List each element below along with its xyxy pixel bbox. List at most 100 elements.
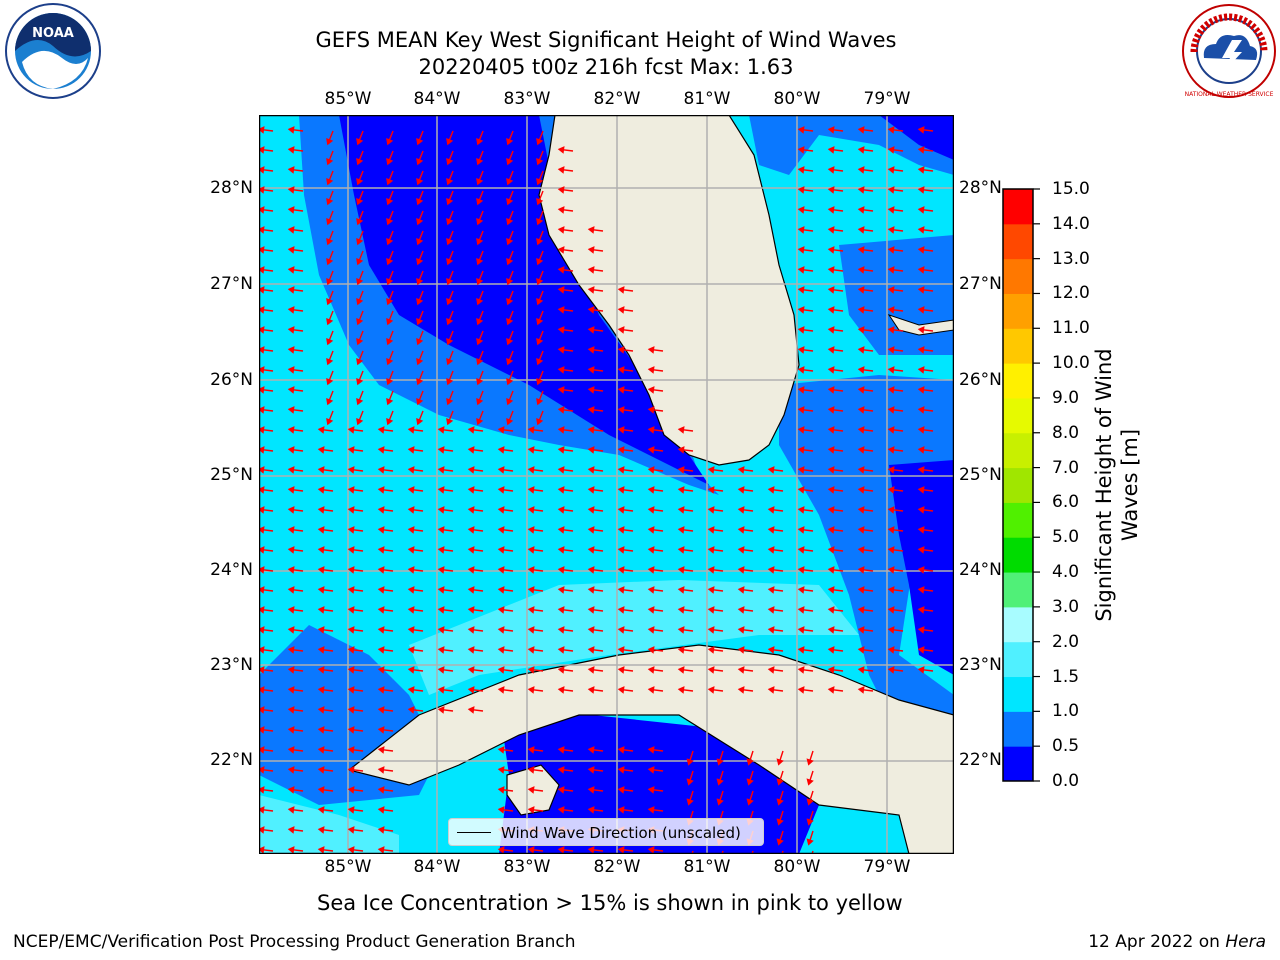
lon-label-top: 81°W [683,89,731,109]
wind-wave-arrowhead [857,166,865,174]
wind-wave-arrowhead [857,126,865,134]
wind-wave-arrowhead [536,277,544,286]
wind-wave-arrowhead [259,726,265,734]
wind-wave-arrowhead [317,506,325,514]
wind-wave-arrowhead [317,546,325,554]
wind-wave-arrowhead [467,626,475,634]
wind-wave-arrowhead [617,766,625,774]
wind-wave-arrowhead [476,297,484,306]
wind-wave-arrowhead [259,846,265,854]
wind-wave-arrowhead [287,826,295,834]
colorbar-swatch [1003,537,1033,573]
lat-label-right: 26°N [959,370,1002,390]
wind-wave-arrowhead [476,317,484,326]
wind-wave-arrowhead [827,466,835,474]
wind-wave-arrowhead [797,226,805,234]
wind-wave-arrowhead [827,306,835,314]
wind-wave-arrowhead [857,586,865,594]
wind-wave-arrowhead [407,606,415,614]
wind-wave-arrowhead [356,337,364,346]
wind-wave-arrowhead [287,326,295,334]
wind-wave-arrowhead [617,846,625,854]
wind-wave-arrowhead [467,646,475,654]
wind-wave-arrowhead [827,506,835,514]
wind-wave-arrowhead [857,486,865,494]
wind-wave-arrowhead [557,326,565,334]
wind-wave-arrowhead [806,758,814,766]
wind-wave-arrowhead [259,166,265,174]
wind-wave-arrowhead [416,217,424,226]
wind-wave-arrowhead [776,818,784,826]
wind-wave-arrowhead [407,426,415,434]
wind-wave-arrowhead [677,466,685,474]
wind-wave-arrowhead [797,146,805,154]
wave-band-0-0.5-ne [879,115,954,160]
wind-wave-arrowhead [527,546,535,554]
wind-wave-arrowhead [356,377,364,386]
wind-wave-arrowhead [377,686,385,694]
wind-wave-arrowhead [617,506,625,514]
wave-band-1.5-2.0 [409,580,859,695]
wind-wave-arrowhead [797,206,805,214]
colorbar-tick-label: 1.5 [1052,666,1080,687]
wind-wave-arrowhead [917,246,925,254]
wind-wave-arrowhead [259,326,265,334]
wind-wave-arrowhead [707,466,715,474]
wind-wave-arrowhead [377,466,385,474]
wind-wave-arrowhead [797,406,805,414]
wind-wave-arrowhead [827,526,835,534]
wind-wave-arrowhead [887,646,895,654]
wind-wave-arrowhead [647,526,655,534]
wind-wave-arrowhead [917,326,925,334]
wind-wave-arrowhead [326,237,334,246]
wind-wave-arrowhead [527,606,535,614]
wind-wave-arrowhead [587,546,595,554]
wind-wave-arrowhead [317,606,325,614]
lon-label-bottom: 81°W [683,857,731,877]
wind-wave-arrowhead [797,266,805,274]
wind-wave-arrowhead [557,766,565,774]
lon-label-bottom: 80°W [773,857,821,877]
wind-wave-arrowhead [887,546,895,554]
wind-wave-arrowhead [887,186,895,194]
wind-wave-arrowhead [407,666,415,674]
wind-wave-arrowhead [287,606,295,614]
wind-wave-arrowhead [827,566,835,574]
wind-wave-arrowhead [347,646,355,654]
wind-wave-arrowhead [437,686,445,694]
wind-wave-arrowhead [287,446,295,454]
wind-wave-arrowhead [827,346,835,354]
wind-wave-arrowhead [857,546,865,554]
colorbar-swatch [1003,189,1033,225]
wind-wave-arrowhead [386,357,394,366]
wind-wave-arrowhead [259,646,265,654]
wind-wave-arrowhead [527,686,535,694]
wind-wave-arrowhead [617,546,625,554]
wind-wave-arrowhead [557,306,565,314]
wind-wave-arrowhead [446,237,454,246]
wind-wave-arrowhead [536,197,544,206]
wind-wave-arrowhead [347,786,355,794]
lat-label-left: 22°N [210,750,253,770]
wind-wave-arrowhead [536,257,544,266]
wind-wave-arrowhead [407,686,415,694]
wind-wave-arrowhead [737,546,745,554]
wind-wave-arrowhead [407,446,415,454]
wind-wave-arrowhead [287,786,295,794]
wind-wave-arrowhead [326,177,334,186]
wind-wave-arrowhead [536,217,544,226]
wind-wave-arrowhead [587,806,595,814]
wind-wave-arrowhead [827,186,835,194]
lon-label-bottom: 82°W [593,857,641,877]
wind-wave-arrowhead [326,377,334,386]
wind-wave-arrowhead [857,206,865,214]
wind-wave-arrowhead [617,666,625,674]
wind-wave-arrowhead [827,606,835,614]
wind-wave-arrowhead [806,818,814,826]
wind-wave-arrowhead [917,426,925,434]
wind-wave-arrowhead [317,766,325,774]
wind-wave-arrowhead [917,346,925,354]
wind-wave-arrowhead [917,126,925,134]
wind-wave-arrowhead [437,546,445,554]
wind-wave-arrowhead [647,546,655,554]
